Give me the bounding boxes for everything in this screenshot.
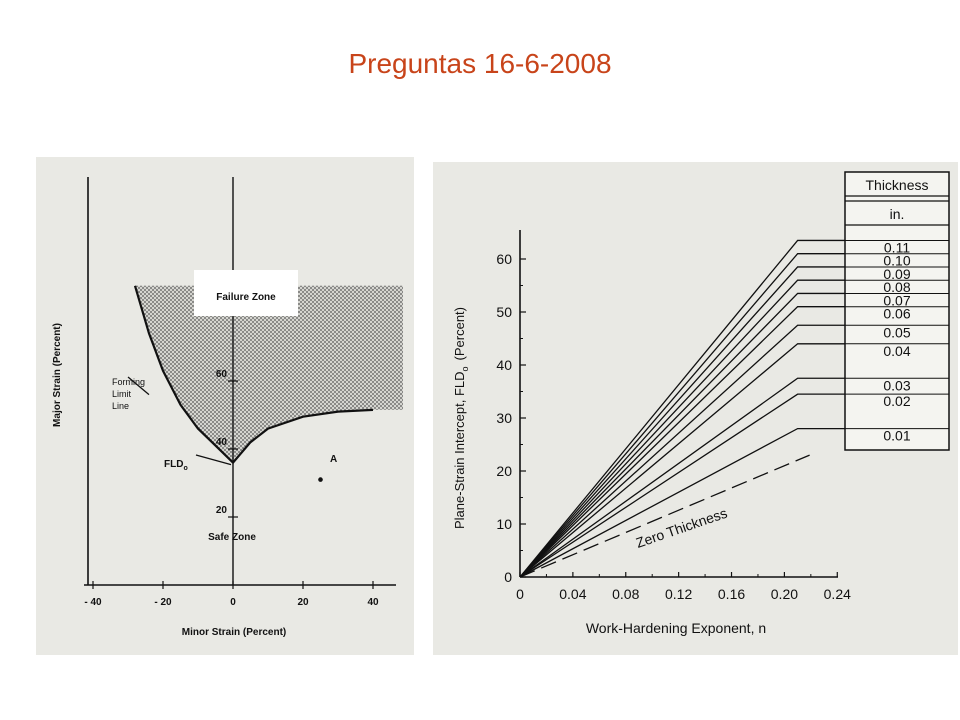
right-y-tick-label: 40 <box>496 357 512 373</box>
right-x-tick-label: 0.16 <box>718 586 745 602</box>
safe-zone-label: Safe Zone <box>208 532 256 543</box>
legend-entry: 0.03 <box>883 377 910 393</box>
right-x-tick-label: 0.12 <box>665 586 692 602</box>
left-x-tick-label: - 20 <box>154 597 172 608</box>
legend-entry: 0.04 <box>883 343 910 359</box>
left-x-tick-label: 40 <box>367 597 379 608</box>
thickness-series-line <box>519 279 845 578</box>
legend-entry: 0.09 <box>883 266 910 282</box>
legend-unit: in. <box>890 206 905 222</box>
forming-limit-diagram: - 40- 200204020406080 Failure Zone Safe … <box>52 177 403 638</box>
plane-strain-axis-label: Plane-Strain Intercept, FLDo(Percent) <box>452 307 470 529</box>
legend-title: Thickness <box>865 177 928 193</box>
left-x-tick-label: 20 <box>297 597 309 608</box>
fld-intercept-chart: 0 0.04 0.08 0.12 0.16 0.20 0.24 0 10 20 30 40 50 60 W… <box>452 171 950 636</box>
point-a-label: A <box>330 454 337 465</box>
major-strain-axis-label: Major Strain (Percent) <box>52 323 63 427</box>
minor-strain-axis-label: Minor Strain (Percent) <box>182 627 286 638</box>
point-a-marker <box>318 477 323 482</box>
thickness-series-line <box>519 427 845 578</box>
right-y-tick-label: 50 <box>496 304 512 320</box>
thickness-series-line <box>519 292 845 578</box>
thickness-series-line <box>519 239 845 578</box>
forming-limit-label-line2: Limit <box>112 389 132 399</box>
fld-arrow <box>195 454 232 466</box>
right-y-tick-label: 0 <box>504 569 512 585</box>
thickness-series-line <box>519 324 845 578</box>
right-y-tick-label: 10 <box>496 516 512 532</box>
left-x-tick-label: - 40 <box>84 597 102 608</box>
thickness-series-line <box>519 377 845 578</box>
legend-entry: 0.01 <box>883 428 910 444</box>
thickness-series-line <box>519 253 845 578</box>
right-y-tick-label: 60 <box>496 251 512 267</box>
fld-label: FLDo <box>164 459 188 472</box>
left-y-tick-label: 60 <box>216 369 228 380</box>
right-y-tick-label: 20 <box>496 463 512 479</box>
legend-entry: 0.08 <box>883 279 910 295</box>
right-x-tick-label: 0.24 <box>824 586 851 602</box>
right-x-tick-label: 0 <box>516 586 524 602</box>
forming-limit-label-line1: Forming <box>112 377 145 387</box>
forming-limit-diagram-panel: - 40- 200204020406080 Failure Zone Safe … <box>36 157 414 655</box>
failure-zone-label: Failure Zone <box>216 292 276 303</box>
left-x-tick-label: 0 <box>230 597 236 608</box>
failure-zone-box <box>194 270 298 316</box>
thickness-series-line <box>519 343 845 578</box>
right-y-tick-label: 30 <box>496 410 512 426</box>
forming-limit-arrow <box>127 376 150 396</box>
right-x-tick-label: 0.20 <box>771 586 798 602</box>
thickness-legend-box <box>844 171 950 451</box>
legend-entry: 0.07 <box>883 292 910 308</box>
zero-thickness-line <box>519 454 810 578</box>
left-y-tick-label: 20 <box>216 505 228 516</box>
right-x-tick-label: 0.08 <box>612 586 639 602</box>
forming-limit-line <box>133 285 374 465</box>
legend-entry: 0.06 <box>883 306 910 322</box>
work-hardening-axis-label: Work-Hardening Exponent, n <box>586 620 766 636</box>
forming-limit-label-line3: Line <box>112 401 129 411</box>
fld-intercept-chart-panel: 0 0.04 0.08 0.12 0.16 0.20 0.24 0 10 20 30 40 50 60 W… <box>433 162 958 655</box>
legend-entry: 0.11 <box>884 239 910 255</box>
legend-entry: 0.05 <box>883 324 910 340</box>
legend-entry: 0.02 <box>883 393 910 409</box>
failure-zone-region <box>135 285 403 463</box>
left-y-tick-label: 40 <box>216 437 228 448</box>
thickness-series-line <box>519 306 845 578</box>
right-x-tick-label: 0.04 <box>559 586 586 602</box>
thickness-series-line <box>519 266 845 578</box>
thickness-series-line <box>519 393 845 578</box>
slide-title: Preguntas 16-6-2008 <box>348 48 612 79</box>
zero-thickness-label: Zero Thickness <box>634 505 729 551</box>
legend-entry: 0.10 <box>883 253 910 269</box>
